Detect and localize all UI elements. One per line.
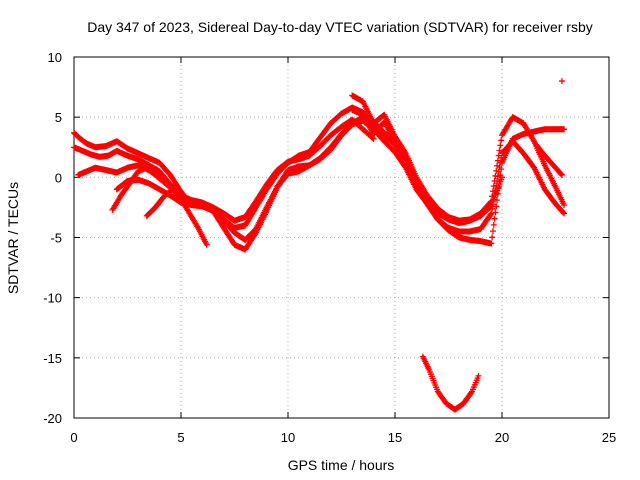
x-tick-label: 10: [281, 430, 295, 445]
x-tick-label: 20: [495, 430, 509, 445]
data-point: [489, 228, 496, 235]
data-point: [489, 205, 496, 212]
data-point: [488, 240, 495, 247]
data-point: [487, 199, 494, 206]
data-point: [490, 221, 497, 228]
data-point: [497, 142, 504, 149]
data-point: [369, 135, 376, 142]
data-point: [497, 172, 504, 179]
data-point: [558, 78, 565, 85]
data-point: [494, 197, 501, 204]
series-arc-e: [349, 92, 568, 224]
x-tick-label: 5: [177, 430, 184, 445]
series-arc-i: [533, 141, 565, 178]
data-point: [489, 193, 496, 200]
data-point: [494, 190, 501, 197]
y-tick-label: -15: [43, 351, 62, 366]
y-tick-label: 5: [55, 110, 62, 125]
y-tick-label: -5: [50, 231, 62, 246]
chart-title: Day 347 of 2023, Sidereal Day-to-day VTE…: [87, 19, 593, 35]
y-tick-label: -20: [43, 411, 62, 426]
series-arc-j: [419, 353, 482, 413]
data-point: [490, 183, 497, 190]
series-arc-h: [143, 186, 210, 248]
y-axis: -20 -15 -10 -5 0 5 10: [43, 50, 609, 426]
data-point: [495, 152, 502, 159]
data-point: [487, 211, 494, 218]
data-point: [493, 203, 500, 210]
data-point: [561, 126, 568, 133]
data-point: [491, 215, 498, 222]
data-point: [489, 234, 496, 241]
chart-grid: [74, 57, 609, 418]
y-tick-label: 10: [48, 50, 62, 65]
data-points: [71, 78, 568, 413]
data-point: [203, 241, 210, 248]
data-point: [468, 389, 475, 396]
data-point: [494, 162, 501, 169]
data-point: [475, 372, 482, 379]
series-arc-f: [349, 106, 568, 247]
x-tick-label: 15: [388, 430, 402, 445]
data-point: [498, 166, 505, 173]
data-point: [493, 167, 500, 174]
y-axis-label: SDTVAR / TECUs: [5, 182, 21, 294]
x-tick-label: 0: [70, 430, 77, 445]
data-point: [561, 210, 568, 217]
data-point: [492, 209, 499, 216]
data-point: [489, 188, 496, 195]
y-tick-label: -10: [43, 291, 62, 306]
data-point: [495, 184, 502, 191]
data-point: [496, 147, 503, 154]
data-point: [558, 170, 565, 177]
x-axis-label: GPS time / hours: [288, 457, 395, 473]
y-tick-label: 0: [55, 170, 62, 185]
data-point: [561, 202, 568, 209]
series-point-k: [558, 78, 565, 85]
x-tick-label: 25: [602, 430, 616, 445]
data-point: [496, 178, 503, 185]
data-point: [560, 209, 567, 216]
data-point: [498, 137, 505, 144]
x-axis: 0 5 10 15 20 25: [70, 57, 616, 445]
data-point: [488, 210, 495, 217]
data-point: [488, 198, 495, 205]
data-point: [558, 171, 565, 178]
